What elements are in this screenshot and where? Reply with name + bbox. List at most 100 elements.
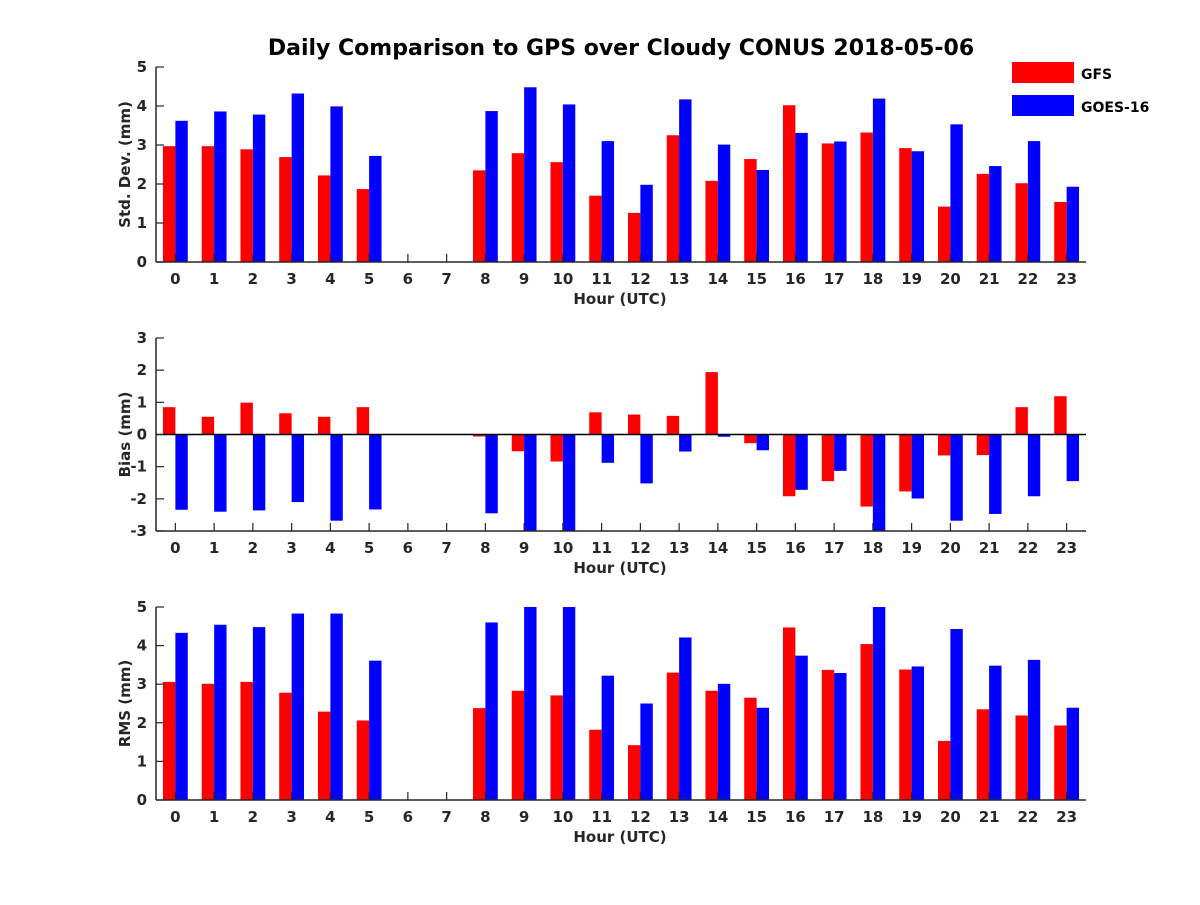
x-tick-label: 3 xyxy=(286,808,296,826)
y-axis-label: Std. Dev. (mm) xyxy=(116,101,134,228)
bar-goes16-hour-1 xyxy=(214,434,227,512)
legend-swatch-gfs xyxy=(1012,62,1074,83)
bar-gfs-hour-11 xyxy=(589,412,602,435)
x-tick-label: 10 xyxy=(552,808,573,826)
bar-goes16-hour-19 xyxy=(911,666,925,800)
bar-goes16-hour-1 xyxy=(214,624,227,800)
x-tick-label: 11 xyxy=(591,539,612,557)
bar-gfs-hour-4 xyxy=(317,175,331,262)
x-tick-label: 1 xyxy=(209,808,219,826)
bar-goes16-hour-11 xyxy=(601,141,615,262)
x-tick-label: 18 xyxy=(862,539,883,557)
bar-gfs-hour-21 xyxy=(976,709,990,800)
bar-gfs-hour-22 xyxy=(1015,183,1028,262)
x-tick-label: 23 xyxy=(1056,539,1077,557)
bar-goes16-hour-16 xyxy=(795,434,808,490)
bar-gfs-hour-18 xyxy=(860,132,873,262)
bar-gfs-hour-1 xyxy=(201,416,215,435)
x-tick-label: 12 xyxy=(630,808,651,826)
bar-gfs-hour-11 xyxy=(589,195,602,262)
bar-goes16-hour-18 xyxy=(872,607,886,800)
bar-goes16-hour-12 xyxy=(640,434,653,484)
x-tick-label: 6 xyxy=(403,539,413,557)
bar-gfs-hour-10 xyxy=(550,162,563,262)
bar-gfs-hour-4 xyxy=(317,416,331,435)
x-tick-label: 2 xyxy=(248,808,258,826)
bar-gfs-hour-12 xyxy=(627,212,641,262)
bar-goes16-hour-13 xyxy=(679,434,692,452)
bar-goes16-hour-23 xyxy=(1066,434,1080,482)
bar-gfs-hour-19 xyxy=(899,148,912,262)
bar-goes16-hour-16 xyxy=(795,132,808,262)
bar-goes16-hour-23 xyxy=(1066,707,1080,800)
y-tick-label: 1 xyxy=(137,393,147,411)
y-tick-label: 0 xyxy=(137,791,147,809)
x-tick-label: 7 xyxy=(441,808,451,826)
bar-gfs-hour-14 xyxy=(705,180,718,262)
bar-gfs-hour-18 xyxy=(860,434,873,507)
bar-gfs-hour-0 xyxy=(162,407,176,435)
bar-gfs-hour-20 xyxy=(937,206,951,262)
bar-goes16-hour-20 xyxy=(950,629,963,800)
y-tick-label: -3 xyxy=(130,522,147,540)
bar-goes16-hour-15 xyxy=(756,434,770,451)
x-tick-label: 10 xyxy=(552,270,573,288)
x-tick-label: 2 xyxy=(248,270,258,288)
x-tick-label: 11 xyxy=(591,808,612,826)
bar-goes16-hour-10 xyxy=(562,104,576,262)
bar-gfs-hour-16 xyxy=(782,434,796,497)
bar-gfs-hour-2 xyxy=(240,402,253,435)
x-tick-label: 21 xyxy=(979,270,1000,288)
x-tick-label: 5 xyxy=(364,808,374,826)
x-tick-label: 6 xyxy=(403,808,413,826)
x-tick-label: 6 xyxy=(403,270,413,288)
bar-goes16-hour-3 xyxy=(291,613,305,800)
bar-gfs-hour-19 xyxy=(899,669,912,800)
bar-gfs-hour-3 xyxy=(279,692,292,800)
x-tick-label: 17 xyxy=(824,808,845,826)
bar-gfs-hour-9 xyxy=(511,153,525,262)
x-tick-label: 10 xyxy=(552,539,573,557)
bar-goes16-hour-11 xyxy=(601,434,615,463)
bar-goes16-hour-17 xyxy=(834,141,847,262)
bar-gfs-hour-23 xyxy=(1054,201,1067,262)
x-tick-label: 3 xyxy=(286,539,296,557)
y-tick-label: 1 xyxy=(137,752,147,770)
bar-gfs-hour-13 xyxy=(666,415,680,435)
bar-gfs-hour-9 xyxy=(511,434,525,452)
bar-gfs-hour-2 xyxy=(240,149,253,262)
bar-gfs-hour-3 xyxy=(279,413,292,435)
bar-goes16-hour-12 xyxy=(640,703,653,800)
bar-goes16-hour-2 xyxy=(252,627,266,800)
x-tick-label: 16 xyxy=(785,539,806,557)
x-tick-label: 16 xyxy=(785,270,806,288)
bar-goes16-hour-18 xyxy=(872,98,886,262)
bar-gfs-hour-8 xyxy=(472,170,486,262)
x-tick-label: 18 xyxy=(862,270,883,288)
y-tick-label: -2 xyxy=(130,490,147,508)
legend-swatch-goes16 xyxy=(1012,95,1074,116)
bar-goes16-hour-19 xyxy=(911,151,925,262)
y-tick-label: 4 xyxy=(137,97,147,115)
x-tick-label: 5 xyxy=(364,270,374,288)
x-tick-label: 11 xyxy=(591,270,612,288)
x-tick-label: 8 xyxy=(480,808,490,826)
bar-goes16-hour-9 xyxy=(524,434,537,531)
x-axis-label: Hour (UTC) xyxy=(573,290,666,308)
bar-goes16-hour-5 xyxy=(369,660,382,800)
x-tick-label: 15 xyxy=(746,539,767,557)
bar-gfs-hour-13 xyxy=(666,135,680,262)
bar-gfs-hour-20 xyxy=(937,740,951,800)
y-tick-label: 3 xyxy=(137,136,147,154)
x-tick-label: 21 xyxy=(979,808,1000,826)
bar-goes16-hour-17 xyxy=(834,434,847,471)
y-tick-label: 2 xyxy=(137,714,147,732)
legend-label-gfs: GFS xyxy=(1081,67,1112,83)
y-tick-label: 3 xyxy=(137,329,147,347)
bar-goes16-hour-21 xyxy=(989,665,1002,800)
y-tick-label: 2 xyxy=(137,175,147,193)
bar-gfs-hour-5 xyxy=(356,407,370,435)
